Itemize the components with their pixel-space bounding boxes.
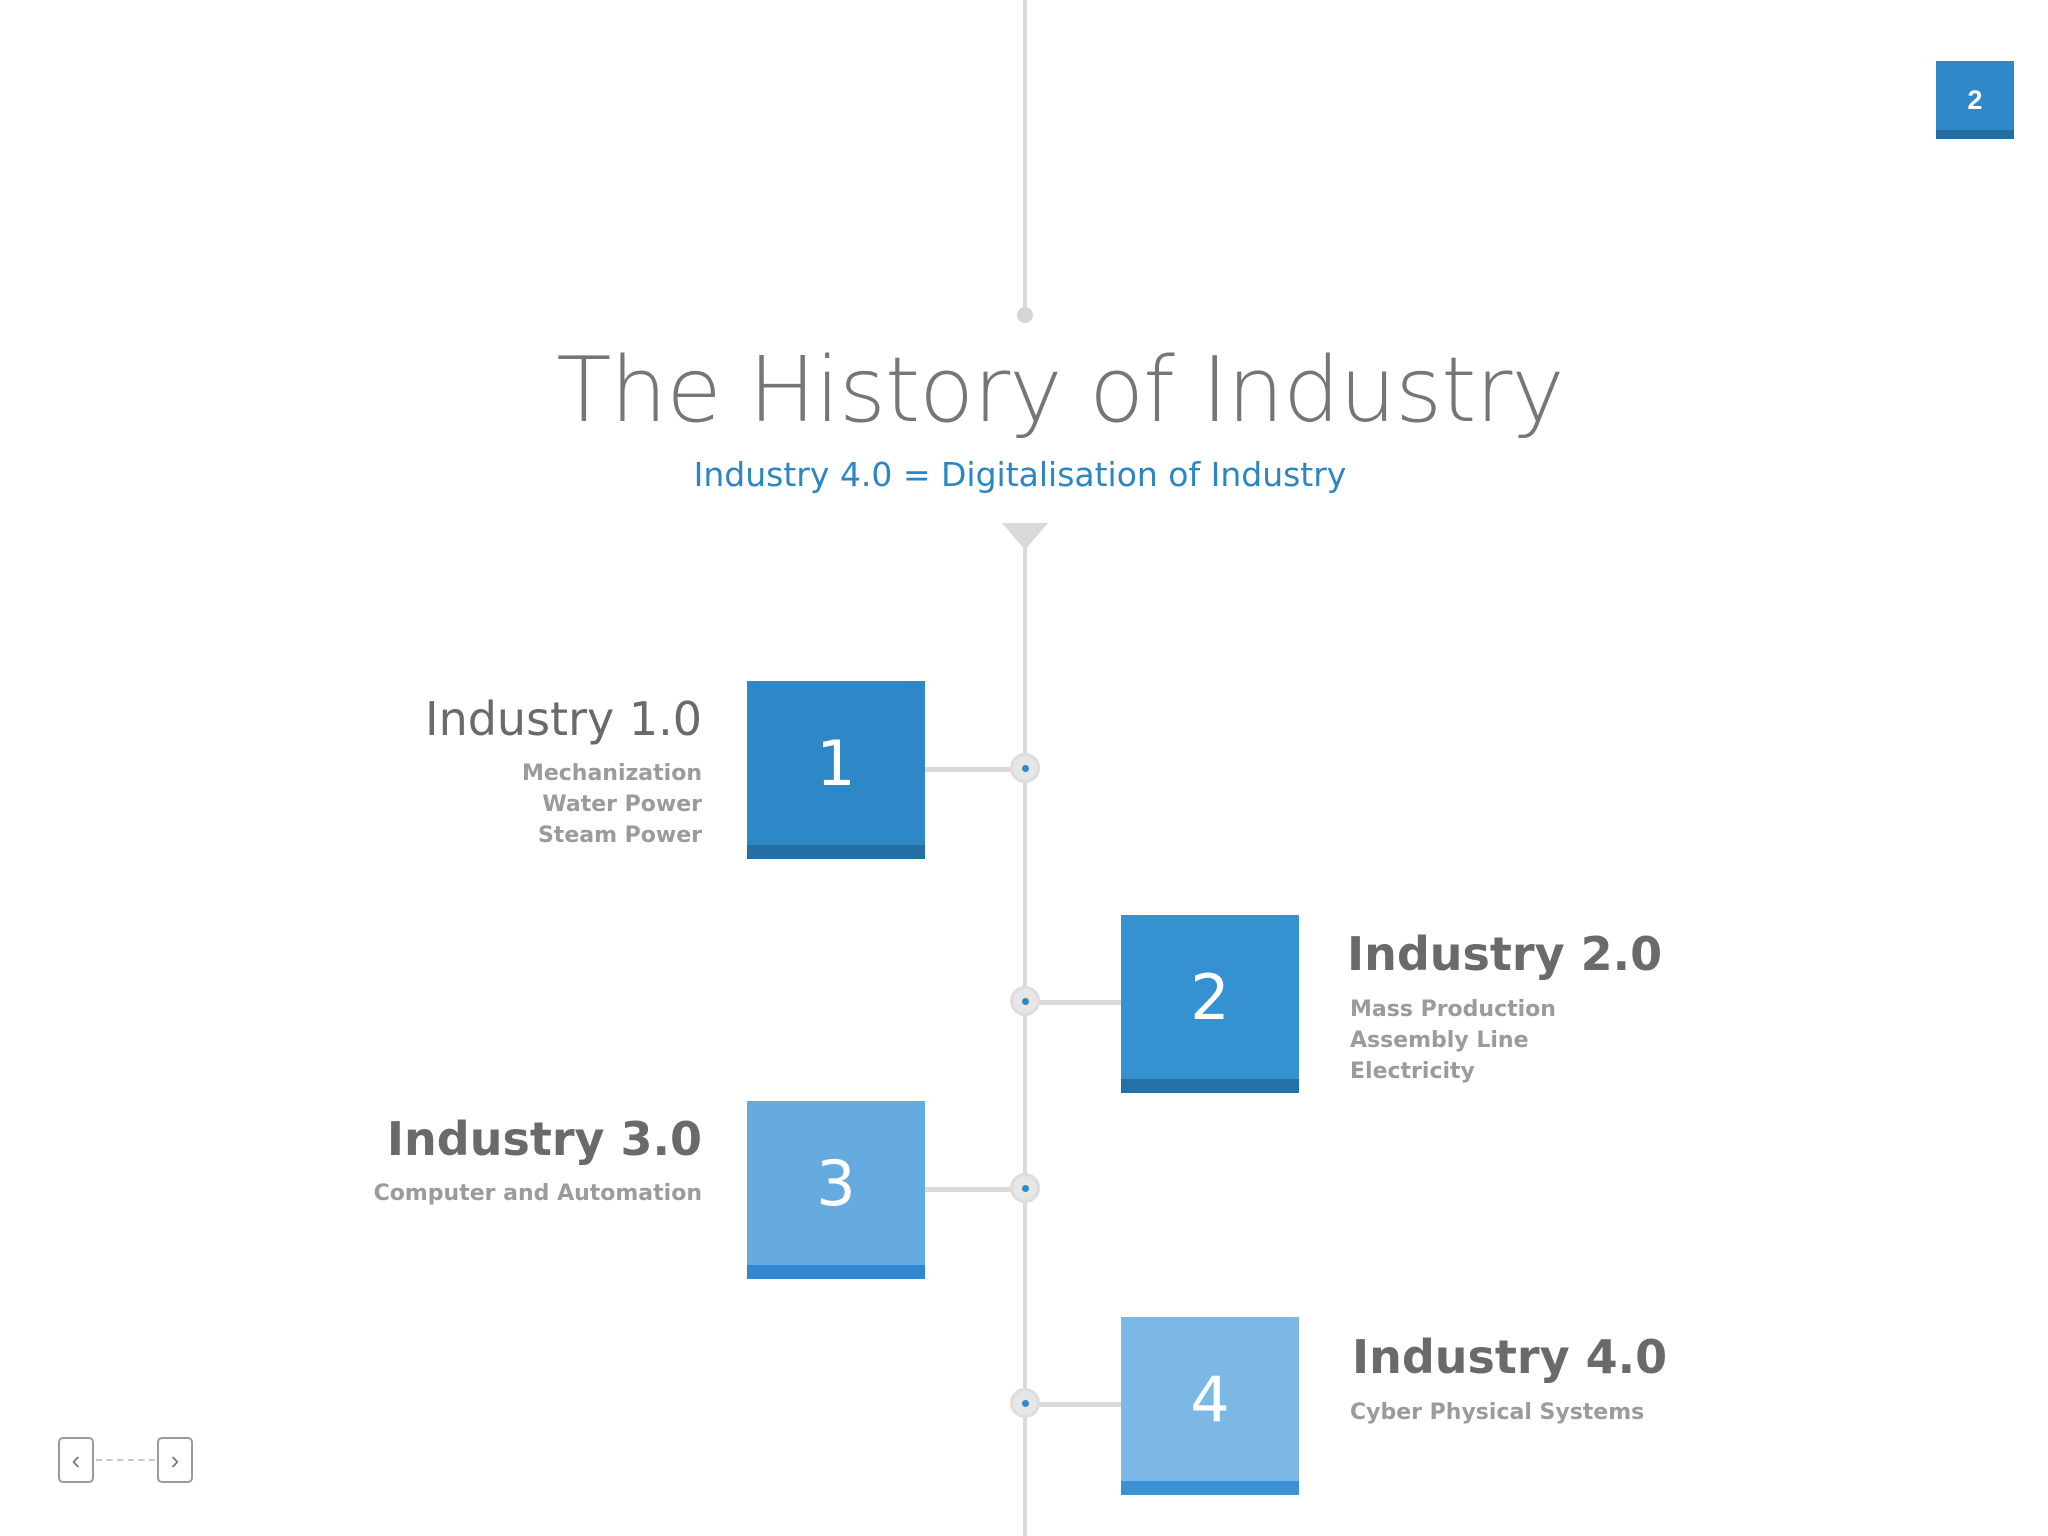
timeline-node-3 xyxy=(1010,1173,1040,1203)
stage-detail: Computer and Automation xyxy=(373,1181,702,1206)
prev-slide-button[interactable]: ‹ xyxy=(58,1437,94,1483)
chevron-left-icon: ‹ xyxy=(71,1444,81,1475)
connector-4 xyxy=(1025,1402,1121,1407)
page-number-badge: 2 xyxy=(1936,61,2014,139)
stage-detail: Steam Power xyxy=(537,823,702,848)
timeline-top-line xyxy=(1023,0,1027,315)
chevron-right-icon: › xyxy=(170,1444,180,1475)
page-subtitle: Industry 4.0 = Digitalisation of Industr… xyxy=(693,455,1347,494)
timeline-node-2 xyxy=(1010,986,1040,1016)
stage-detail: Electricity xyxy=(1350,1059,1475,1084)
connector-1 xyxy=(925,767,1025,772)
page-title: The History of Industry xyxy=(556,338,1564,443)
timeline-line xyxy=(1023,540,1027,1536)
stage-details-3: Computer and Automation xyxy=(374,1178,702,1209)
timeline-node-4 xyxy=(1010,1388,1040,1418)
stage-number-box-2[interactable]: 2 xyxy=(1121,915,1299,1093)
stage-title-1: Industry 1.0 xyxy=(425,692,702,746)
stage-details-4: Cyber Physical Systems xyxy=(1350,1397,1644,1428)
next-slide-button[interactable]: › xyxy=(157,1437,193,1483)
timeline-top-dot xyxy=(1017,307,1033,323)
connector-3 xyxy=(925,1187,1025,1192)
stage-title-3: Industry 3.0 xyxy=(386,1112,702,1166)
stage-detail: Cyber Physical Systems xyxy=(1350,1400,1645,1425)
stage-title-4: Industry 4.0 xyxy=(1352,1330,1668,1384)
stage-details-2: Mass Production Assembly Line Electricit… xyxy=(1350,994,1556,1087)
stage-detail: Water Power xyxy=(542,792,702,817)
stage-title-2: Industry 2.0 xyxy=(1347,927,1663,981)
nav-divider xyxy=(96,1459,155,1461)
stage-detail: Mechanization xyxy=(521,761,702,786)
stage-detail: Assembly Line xyxy=(1350,1028,1529,1053)
stage-details-1: Mechanization Water Power Steam Power xyxy=(522,758,702,851)
timeline-node-1 xyxy=(1010,753,1040,783)
stage-number-box-4[interactable]: 4 xyxy=(1121,1317,1299,1495)
stage-detail: Mass Production xyxy=(1350,997,1556,1022)
stage-number-box-3[interactable]: 3 xyxy=(747,1101,925,1279)
connector-2 xyxy=(1025,1000,1121,1005)
stage-number-box-1[interactable]: 1 xyxy=(747,681,925,859)
